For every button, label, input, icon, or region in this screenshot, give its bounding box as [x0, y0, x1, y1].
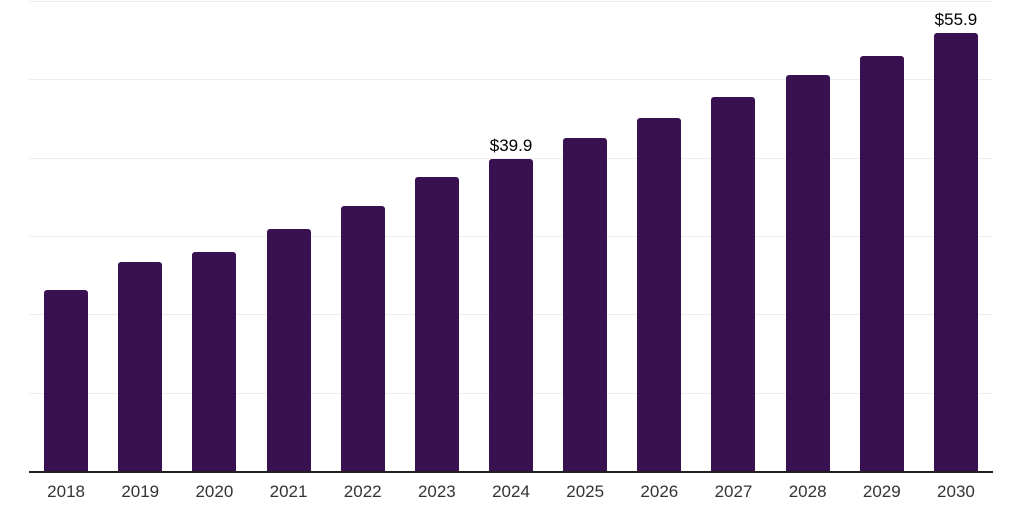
bar-column-2020 — [177, 1, 251, 471]
x-tick-label-2019: 2019 — [121, 482, 160, 501]
data-label-2030: $55.9 — [934, 10, 978, 30]
x-tick-label-2030: 2030 — [937, 482, 975, 501]
x-tick-label-2021: 2021 — [269, 482, 308, 501]
bar-2018 — [44, 290, 89, 471]
bar-2024 — [489, 158, 534, 471]
bar-2019 — [118, 261, 163, 471]
x-tick-label-2025: 2025 — [566, 482, 605, 501]
bar-column-2026 — [622, 1, 696, 471]
bars-row: $39.9 $55.9 — [29, 1, 993, 471]
plot-area: $39.9 $55.9 — [29, 1, 993, 473]
x-tick-label-2029: 2029 — [862, 482, 901, 501]
gridline-40 — [29, 157, 993, 159]
bar-column-2019 — [103, 1, 177, 471]
bar-2027 — [711, 97, 756, 471]
bar-column-2030: $55.9 — [919, 1, 993, 471]
bar-column-2021 — [251, 1, 325, 471]
x-tick-label-2022: 2022 — [343, 482, 382, 501]
bar-column-2028 — [771, 1, 845, 471]
data-label-2024: $39.9 — [489, 135, 533, 155]
bar-2021 — [266, 228, 311, 471]
bar-column-2027 — [696, 1, 770, 471]
bar-2020 — [192, 251, 237, 471]
x-tick-label-2028: 2028 — [788, 482, 827, 501]
bar-2030 — [933, 33, 978, 471]
x-tick-label-2023: 2023 — [417, 482, 456, 501]
bar-2028 — [785, 74, 830, 471]
bar-column-2024: $39.9 — [474, 1, 548, 471]
bar-column-2029 — [845, 1, 919, 471]
x-tick-label-2026: 2026 — [640, 482, 679, 501]
bar-column-2022 — [326, 1, 400, 471]
bar-column-2018 — [29, 1, 103, 471]
bar-2025 — [563, 138, 608, 471]
bar-2022 — [340, 206, 385, 471]
x-tick-label-2018: 2018 — [47, 482, 85, 501]
gridline-60 — [29, 1, 993, 2]
bar-column-2023 — [400, 1, 474, 471]
x-tick-label-2020: 2020 — [195, 482, 234, 501]
bar-column-2025 — [548, 1, 622, 471]
x-tick-label-2027: 2027 — [714, 482, 753, 501]
bar-2023 — [414, 177, 459, 471]
x-tick-label-2024: 2024 — [492, 482, 530, 501]
x-axis-labels: 2018 2019 2020 2021 2022 2023 2024 2025 2026 2027… — [29, 473, 993, 502]
bar-2029 — [859, 55, 904, 471]
gridline-50 — [29, 79, 993, 81]
bar-2026 — [637, 117, 682, 471]
